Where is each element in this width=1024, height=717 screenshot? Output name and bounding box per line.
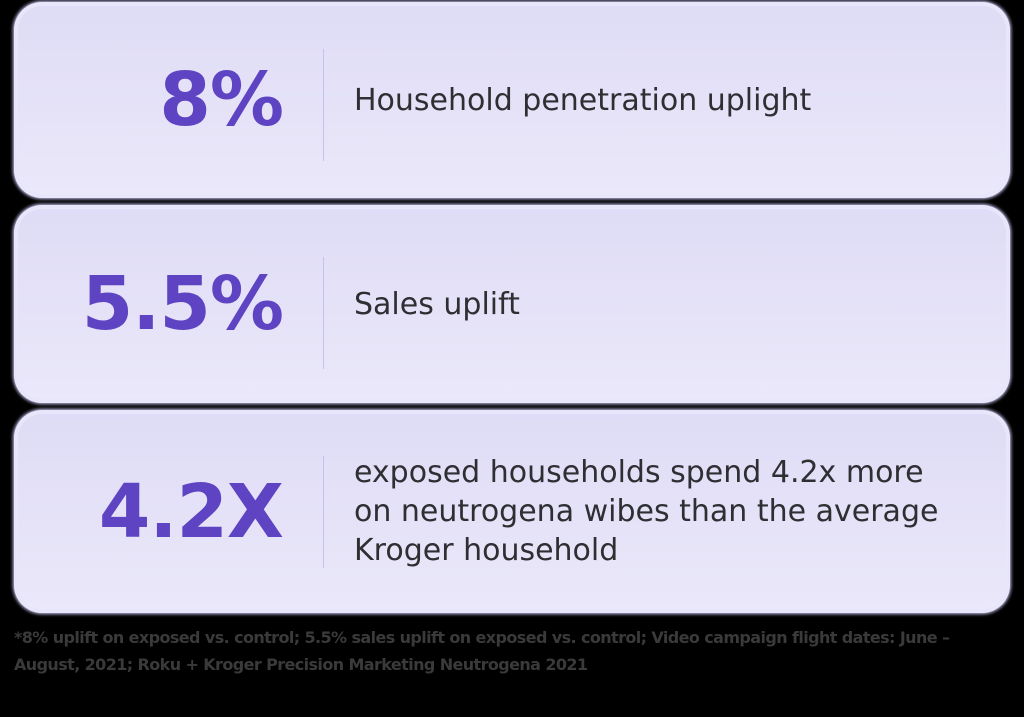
stat-description: exposed households spend 4.2x more on ne… xyxy=(354,455,939,568)
stat-card-spend-multiplier: 4.2X exposed households spend 4.2x more … xyxy=(14,410,1010,613)
stat-value: 8% xyxy=(159,57,284,143)
stat-card-sales-uplift: 5.5% Sales uplift xyxy=(14,205,1010,403)
stat-value: 5.5% xyxy=(81,261,284,347)
stat-description: Sales uplift xyxy=(354,286,520,322)
footnote: *8% uplift on exposed vs. control; 5.5% … xyxy=(14,628,950,674)
stat-value: 4.2X xyxy=(98,468,284,555)
divider xyxy=(323,456,324,568)
divider xyxy=(323,257,324,369)
stat-card-household-penetration: 8% Household penetration uplight xyxy=(14,2,1010,198)
divider xyxy=(323,49,324,161)
stat-description: Household penetration uplight xyxy=(354,82,812,118)
